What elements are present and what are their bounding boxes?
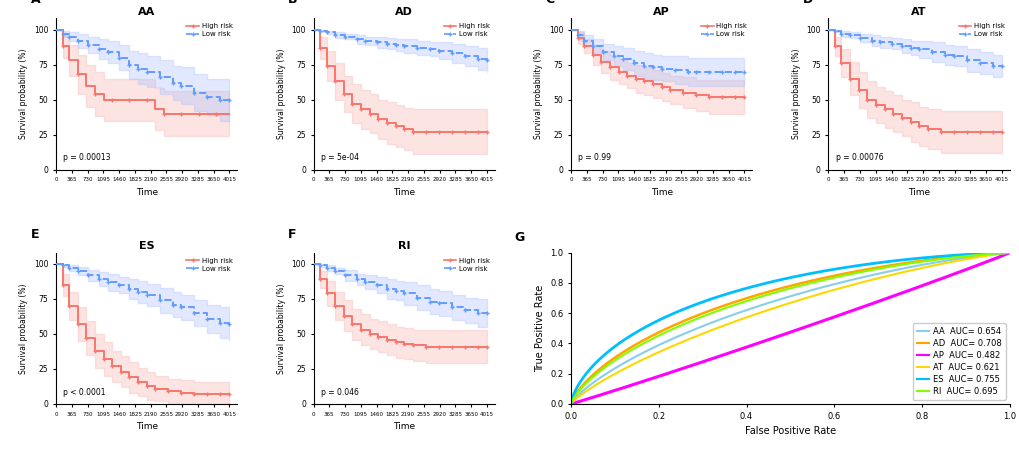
Text: RI: RI <box>397 241 410 251</box>
Text: p = 0.00013: p = 0.00013 <box>63 153 111 162</box>
Text: G: G <box>514 231 524 244</box>
X-axis label: Time: Time <box>650 188 673 197</box>
Text: p = 5e-04: p = 5e-04 <box>321 153 359 162</box>
X-axis label: False Positive Rate: False Positive Rate <box>744 426 836 436</box>
Legend: High risk, Low risk: High risk, Low risk <box>699 22 748 39</box>
Legend: High risk, Low risk: High risk, Low risk <box>442 256 491 273</box>
Y-axis label: True Positive Rate: True Positive Rate <box>534 285 544 372</box>
Y-axis label: Survival probability (%): Survival probability (%) <box>276 283 285 374</box>
Text: B: B <box>288 0 298 6</box>
X-axis label: Time: Time <box>136 188 158 197</box>
Y-axis label: Survival probability (%): Survival probability (%) <box>534 49 543 139</box>
X-axis label: Time: Time <box>907 188 929 197</box>
Y-axis label: Survival probability (%): Survival probability (%) <box>791 49 800 139</box>
Text: p = 0.00076: p = 0.00076 <box>835 153 882 162</box>
Text: AA: AA <box>138 7 155 17</box>
X-axis label: Time: Time <box>392 422 415 431</box>
Text: E: E <box>31 228 39 241</box>
Legend: High risk, Low risk: High risk, Low risk <box>184 256 233 273</box>
X-axis label: Time: Time <box>136 422 158 431</box>
Text: AD: AD <box>395 7 413 17</box>
Text: p = 0.046: p = 0.046 <box>321 388 359 397</box>
Legend: AA  AUC= 0.654, AD  AUC= 0.708, AP  AUC= 0.482, AT  AUC= 0.621, ES  AUC= 0.755, : AA AUC= 0.654, AD AUC= 0.708, AP AUC= 0.… <box>912 323 1005 400</box>
Legend: High risk, Low risk: High risk, Low risk <box>184 22 233 39</box>
Text: p = 0.99: p = 0.99 <box>578 153 610 162</box>
Y-axis label: Survival probability (%): Survival probability (%) <box>19 49 29 139</box>
Text: F: F <box>288 228 297 241</box>
Y-axis label: Survival probability (%): Survival probability (%) <box>19 283 29 374</box>
X-axis label: Time: Time <box>392 188 415 197</box>
Text: p < 0.0001: p < 0.0001 <box>63 388 106 397</box>
Legend: High risk, Low risk: High risk, Low risk <box>442 22 491 39</box>
Y-axis label: Survival probability (%): Survival probability (%) <box>276 49 285 139</box>
Text: D: D <box>802 0 812 6</box>
Text: ES: ES <box>139 241 155 251</box>
Text: AT: AT <box>911 7 926 17</box>
Text: C: C <box>545 0 554 6</box>
Text: AP: AP <box>652 7 669 17</box>
Text: A: A <box>31 0 41 6</box>
Legend: High risk, Low risk: High risk, Low risk <box>957 22 1006 39</box>
